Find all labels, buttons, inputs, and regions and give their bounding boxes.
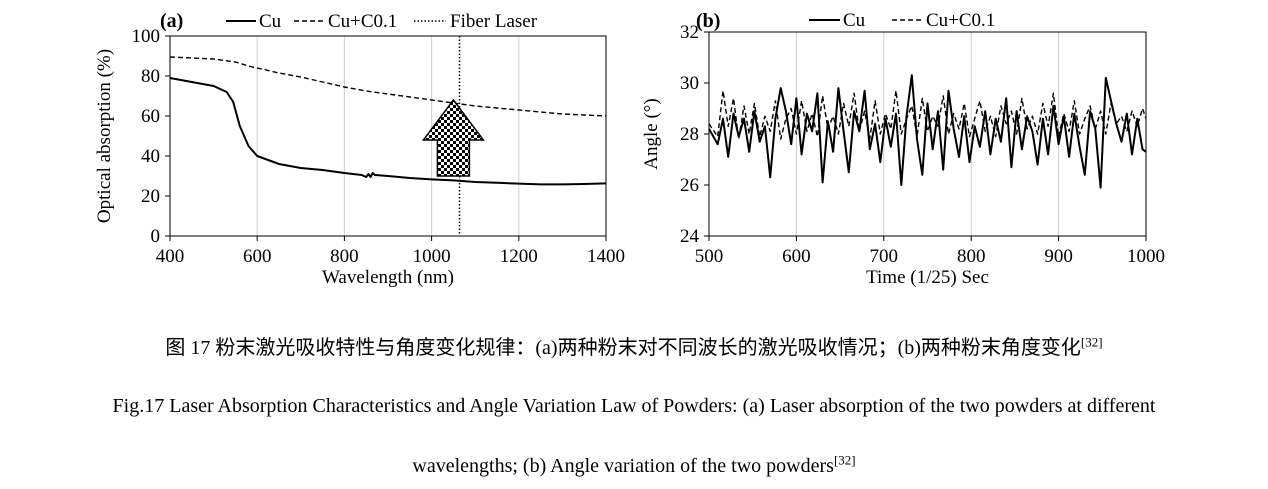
x-tick-label: 800 [957, 246, 986, 267]
y-tick-label: 0 [151, 226, 161, 247]
x-axis-title: Wavelength (nm) [322, 267, 454, 288]
y-tick-label: 26 [680, 175, 699, 196]
x-tick-label: 700 [870, 246, 899, 267]
series-line-cu-c0-1 [708, 89, 1147, 140]
legend-label-cu: Cu [259, 11, 282, 32]
caption-chinese-text: 图 17 粉末激光吸收特性与角度变化规律：(a)两种粉末对不同波长的激光吸收情况… [165, 337, 1081, 359]
y-axis-title: Angle (°) [641, 98, 662, 169]
plot-frame [169, 35, 607, 237]
series-line-cu [708, 74, 1147, 189]
y-tick-label: 40 [141, 146, 160, 167]
y-tick-label: 30 [680, 73, 699, 94]
panel-label-b: (b) [696, 10, 720, 32]
y-tick-label: 80 [141, 66, 160, 87]
caption-english-reference: [32] [833, 452, 856, 468]
legend-label-cu-c0-1: Cu+C0.1 [926, 10, 995, 31]
x-tick-label: 1200 [500, 246, 538, 267]
x-tick-label: 900 [1044, 246, 1073, 267]
absorption-increase-arrow [421, 98, 485, 177]
x-axis-title: Time (1/25) Sec [866, 267, 989, 288]
x-tick-label: 600 [782, 246, 811, 267]
caption-english-line-1: Fig.17 Laser Absorption Characteristics … [112, 395, 1156, 417]
y-tick-label: 24 [680, 226, 700, 247]
y-tick-label: 60 [141, 106, 160, 127]
x-tick-label: 600 [243, 246, 272, 267]
legend-label-fiber-laser: Fiber Laser [450, 11, 538, 32]
figure-canvas: 400 600 800 1000 1200 1400 0 20 40 60 80 100 Wavelen… [94, 10, 1165, 288]
x-tick-label: 500 [695, 246, 724, 267]
x-tick-label: 1400 [587, 246, 625, 267]
caption-chinese-reference: [32] [1080, 334, 1103, 350]
legend-label-cu: Cu [843, 10, 866, 31]
panel-label-a: (a) [160, 10, 183, 32]
legend-label-cu-c0-1: Cu+C0.1 [328, 11, 397, 32]
caption-english-line-2-text: wavelengths; (b) Angle variation of the … [412, 455, 834, 477]
y-tick-label: 100 [132, 26, 161, 47]
x-tick-label: 1000 [1127, 246, 1165, 267]
y-tick-label: 32 [680, 22, 699, 43]
series-line-cu-c0-1 [169, 56, 607, 117]
y-tick-label: 20 [141, 186, 160, 207]
chart-panel-b: 500 600 700 800 900 1000 24 26 28 30 32 Time (1/25)… [641, 10, 1165, 288]
x-tick-label: 1000 [413, 246, 451, 267]
series-line-cu [169, 77, 607, 186]
y-tick-label: 28 [680, 124, 699, 145]
caption-chinese: 图 17 粉末激光吸收特性与角度变化规律：(a)两种粉末对不同波长的激光吸收情况… [0, 331, 1268, 360]
x-tick-label: 800 [330, 246, 359, 267]
y-axis-title: Optical absorption (%) [94, 49, 115, 223]
x-tick-label: 400 [156, 246, 185, 267]
caption-english-line-2: wavelengths; (b) Angle variation of the … [0, 452, 1268, 478]
chart-panel-a: 400 600 800 1000 1200 1400 0 20 40 60 80 100 Wavelen… [94, 10, 625, 288]
